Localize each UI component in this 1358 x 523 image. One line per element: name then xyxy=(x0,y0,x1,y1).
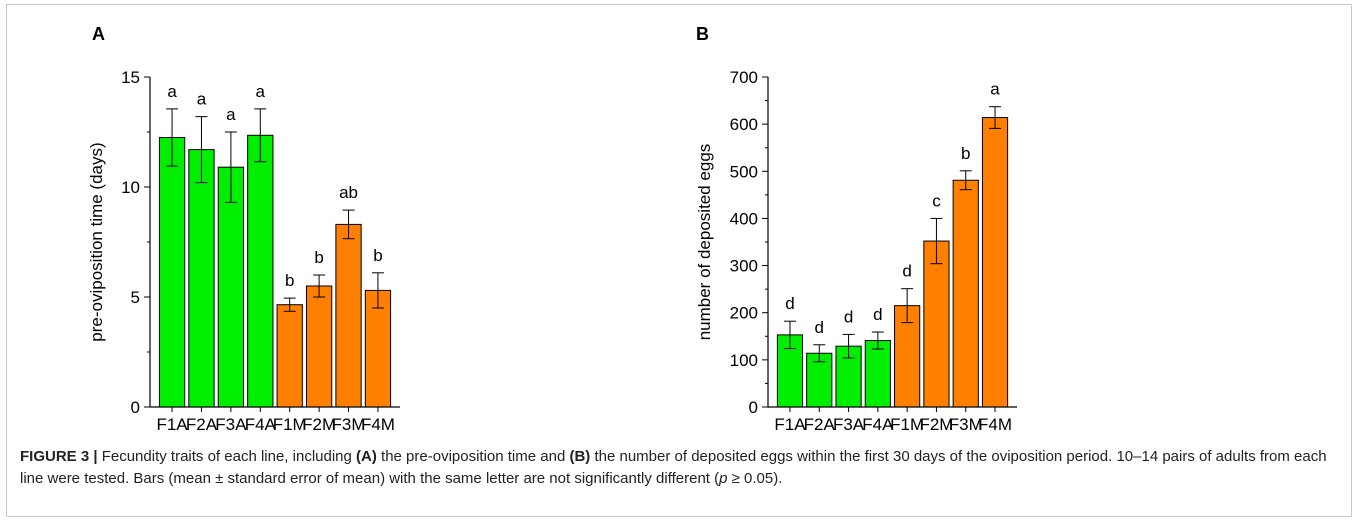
panel-label: B xyxy=(696,24,709,44)
significance-letter: a xyxy=(226,105,236,124)
figure-frame xyxy=(6,4,1352,517)
bar-f2m xyxy=(923,240,950,408)
x-tick-label: F3M xyxy=(332,415,366,434)
panel-a: Aa F1A a F2A a F3A a F4A b F1M b F2M ab F3M b F4M 0 5 10 15… xyxy=(87,24,400,434)
y-axis-label: number of deposited eggs xyxy=(695,144,714,341)
x-tick-label: F4M xyxy=(978,415,1012,434)
bar-f3m xyxy=(335,223,362,408)
panel-label: A xyxy=(92,24,105,44)
significance-letter: d xyxy=(902,262,911,281)
significance-letter: ab xyxy=(339,183,358,202)
y-tick-label: 200 xyxy=(730,304,758,323)
caption-figure-label: FIGURE 3 | xyxy=(20,448,98,465)
significance-letter: a xyxy=(197,90,207,109)
bar-f4a xyxy=(247,134,274,408)
significance-letter: b xyxy=(285,271,294,290)
significance-letter: a xyxy=(256,82,266,101)
x-tick-label: F4A xyxy=(245,415,277,434)
panel-b: Bd F1A d F2A d F3A d F4A d F1M c F2M b F3M a F4M 0 100 200… xyxy=(695,24,1017,434)
x-tick-label: F1M xyxy=(890,415,924,434)
bar-f4m xyxy=(981,117,1009,408)
figure-svg: AaF1AaF2AaF3AaF4AbF1MbF2MabF3MbF4M051015… xyxy=(87,24,1017,434)
x-tick-label: F1A xyxy=(774,415,806,434)
caption-text-3: the number of deposited eggs within the … xyxy=(20,448,1327,487)
bar-f4m xyxy=(364,289,392,408)
significance-letter: d xyxy=(844,307,853,326)
significance-letter: c xyxy=(932,191,941,210)
caption-italic-p: p xyxy=(719,470,728,487)
bar-f2m xyxy=(305,285,333,408)
significance-letter: d xyxy=(815,318,824,337)
x-tick-label: F3A xyxy=(833,415,865,434)
x-tick-label: F2A xyxy=(804,415,836,434)
bar-f2a xyxy=(188,149,215,408)
significance-letter: b xyxy=(373,246,382,265)
bar-f4a xyxy=(864,340,891,408)
y-tick-label: 15 xyxy=(121,68,140,87)
bar-f3a xyxy=(217,166,245,408)
significance-letter: a xyxy=(990,80,1000,99)
y-tick-label: 300 xyxy=(730,257,758,276)
x-tick-label: F1A xyxy=(156,415,188,434)
x-tick-label: F2M xyxy=(302,415,336,434)
x-tick-label: F2M xyxy=(919,415,953,434)
y-tick-label: 500 xyxy=(730,162,758,181)
bar-f1a xyxy=(158,137,186,408)
significance-letter: d xyxy=(785,294,794,313)
x-tick-label: F3M xyxy=(949,415,983,434)
caption-text-4: ≥ 0.05). xyxy=(727,470,783,487)
x-tick-label: F3A xyxy=(215,415,247,434)
significance-letter: b xyxy=(314,248,323,267)
y-tick-label: 5 xyxy=(131,288,140,307)
y-tick-label: 0 xyxy=(749,398,758,417)
caption-text-1: Fecundity traits of each line, including xyxy=(97,448,357,465)
x-tick-label: F4A xyxy=(862,415,894,434)
y-tick-label: 600 xyxy=(730,115,758,134)
y-tick-label: 700 xyxy=(730,68,758,87)
significance-letter: b xyxy=(961,144,970,163)
y-tick-label: 10 xyxy=(121,178,140,197)
x-tick-label: F4M xyxy=(361,415,395,434)
significance-letter: d xyxy=(873,305,882,324)
bar-f1m xyxy=(276,304,303,408)
caption-bold-a: (A) xyxy=(356,448,377,465)
x-tick-label: F2A xyxy=(186,415,218,434)
caption-text-2: the pre-oviposition time and xyxy=(376,448,570,465)
caption-bold-b: (B) xyxy=(569,448,591,465)
x-tick-label: F1M xyxy=(273,415,307,434)
bar-f3m xyxy=(952,179,979,408)
y-tick-label: 0 xyxy=(131,398,140,417)
y-tick-label: 400 xyxy=(730,209,758,228)
significance-letter: a xyxy=(167,82,177,101)
figure-caption: FIGURE 3 | Fecundity traits of each line… xyxy=(20,446,1340,490)
y-tick-label: 100 xyxy=(730,351,758,370)
y-axis-label: pre-oviposition time (days) xyxy=(87,142,106,341)
